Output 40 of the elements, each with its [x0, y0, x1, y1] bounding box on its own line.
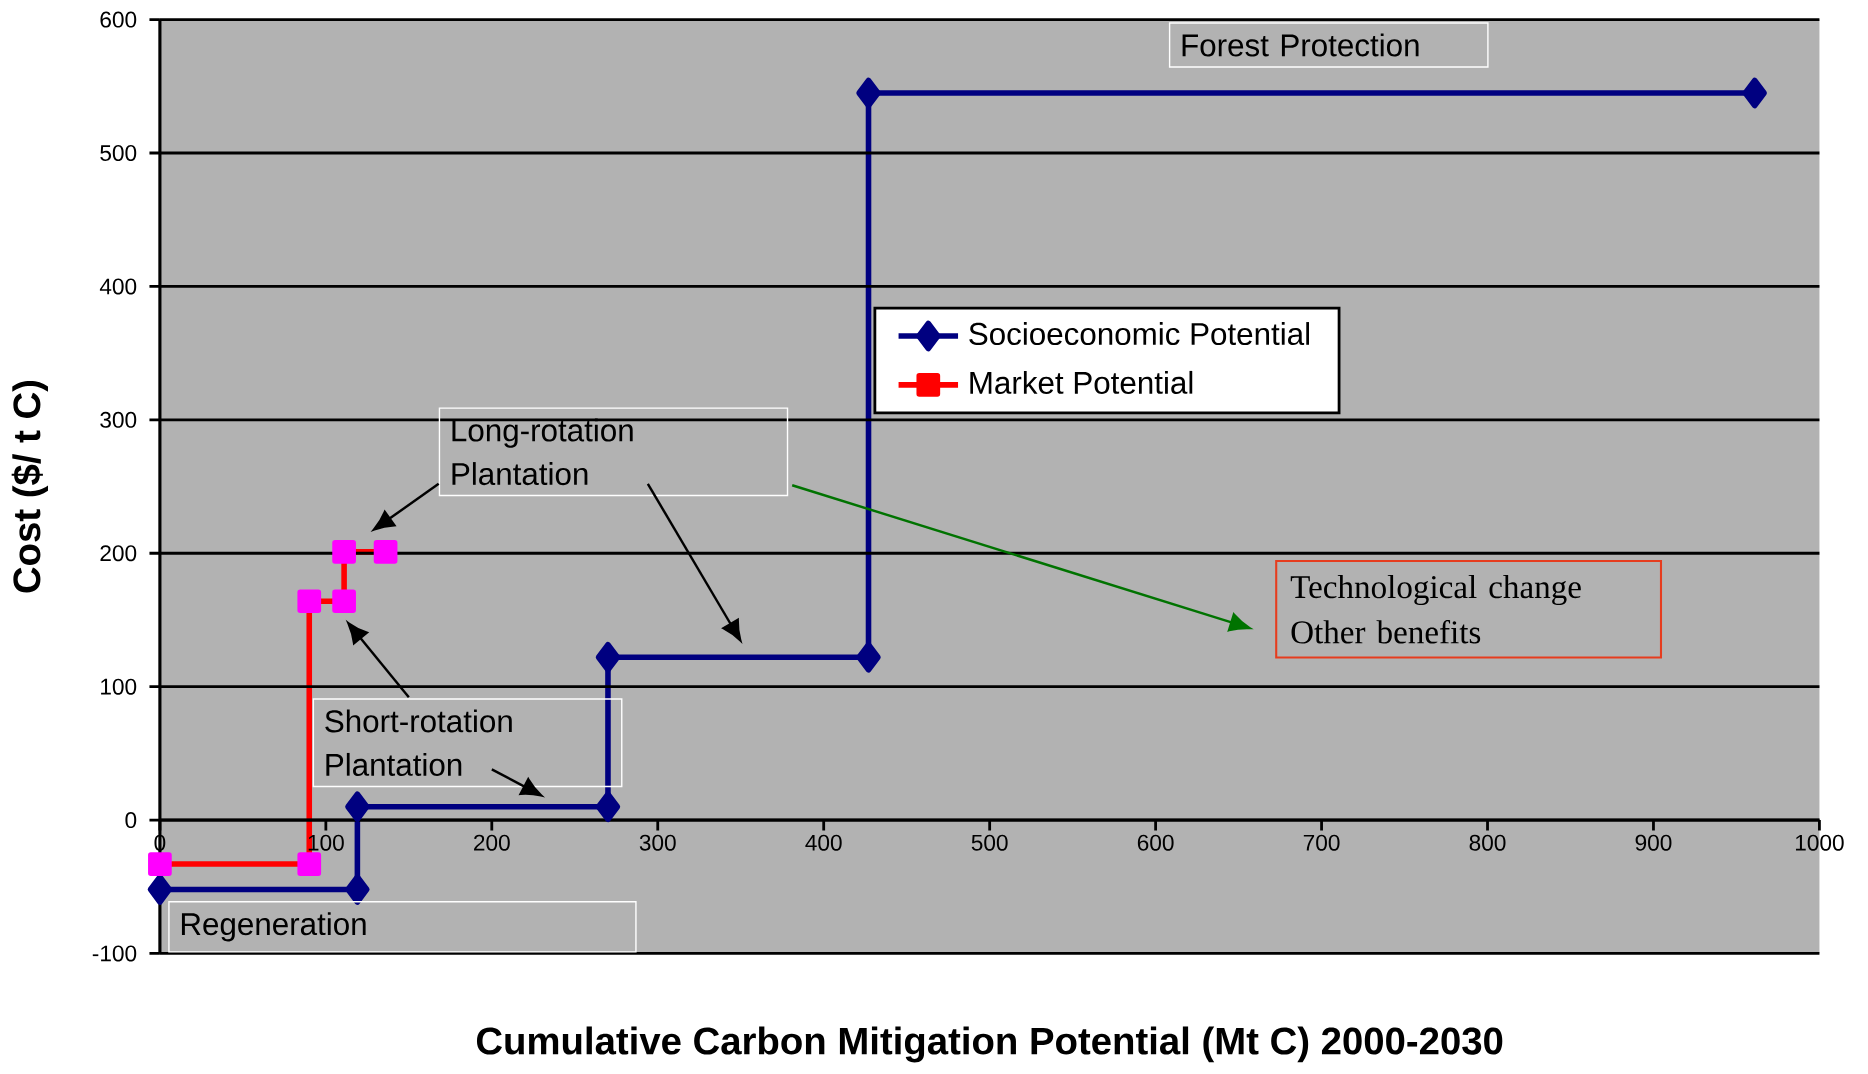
- point: [856, 641, 881, 673]
- point: [373, 540, 398, 564]
- point: [1742, 77, 1767, 109]
- x-tick-label: 300: [639, 834, 676, 851]
- x-tick-label: 1000: [1795, 834, 1844, 851]
- y-tick-label: 500: [100, 145, 137, 162]
- point: [147, 874, 173, 905]
- annotation: Technological change Other benefits: [1290, 574, 1581, 644]
- x-tick-label: 900: [1635, 834, 1672, 851]
- point: [297, 589, 322, 614]
- y-tick-label: 200: [100, 545, 137, 562]
- x-tick-label: 800: [1469, 834, 1506, 851]
- point: [332, 589, 356, 614]
- annotation: Regeneration: [181, 912, 366, 942]
- y-tick-label: 100: [101, 678, 137, 695]
- point: [148, 852, 172, 876]
- y-tick-label: 400: [99, 278, 137, 295]
- x-tick-label: 500: [971, 834, 1008, 851]
- x-axis-title: Cumulative Carbon Mitigation Potential (Mt C) 2000-2030: [476, 1026, 1503, 1063]
- annotation: Short-rotation Plantation: [325, 709, 512, 777]
- y-tick-label: -100: [92, 945, 137, 962]
- x-tick-label: 700: [1303, 834, 1340, 851]
- legend-label: Socioeconomic Potential: [969, 322, 1310, 346]
- y-axis-title: Cost ($/ t C): [11, 380, 48, 593]
- annotation: Long-rotation Plantation: [452, 418, 633, 486]
- y-tick-label: 300: [100, 411, 137, 428]
- y-tick-label: 600: [100, 11, 137, 28]
- legend-label: Market Potential: [970, 370, 1193, 394]
- point: [856, 77, 881, 109]
- point: [297, 852, 322, 876]
- x-tick-label: 200: [474, 834, 510, 851]
- x-tick-label: 600: [1137, 834, 1174, 851]
- point: [345, 791, 370, 823]
- x-tick-label: 400: [805, 834, 842, 851]
- annotation: Forest Protection: [1182, 33, 1419, 57]
- y-tick-label: 0: [125, 812, 137, 829]
- point: [595, 641, 621, 673]
- point: [595, 791, 621, 823]
- point: [345, 874, 370, 905]
- point: [332, 540, 356, 564]
